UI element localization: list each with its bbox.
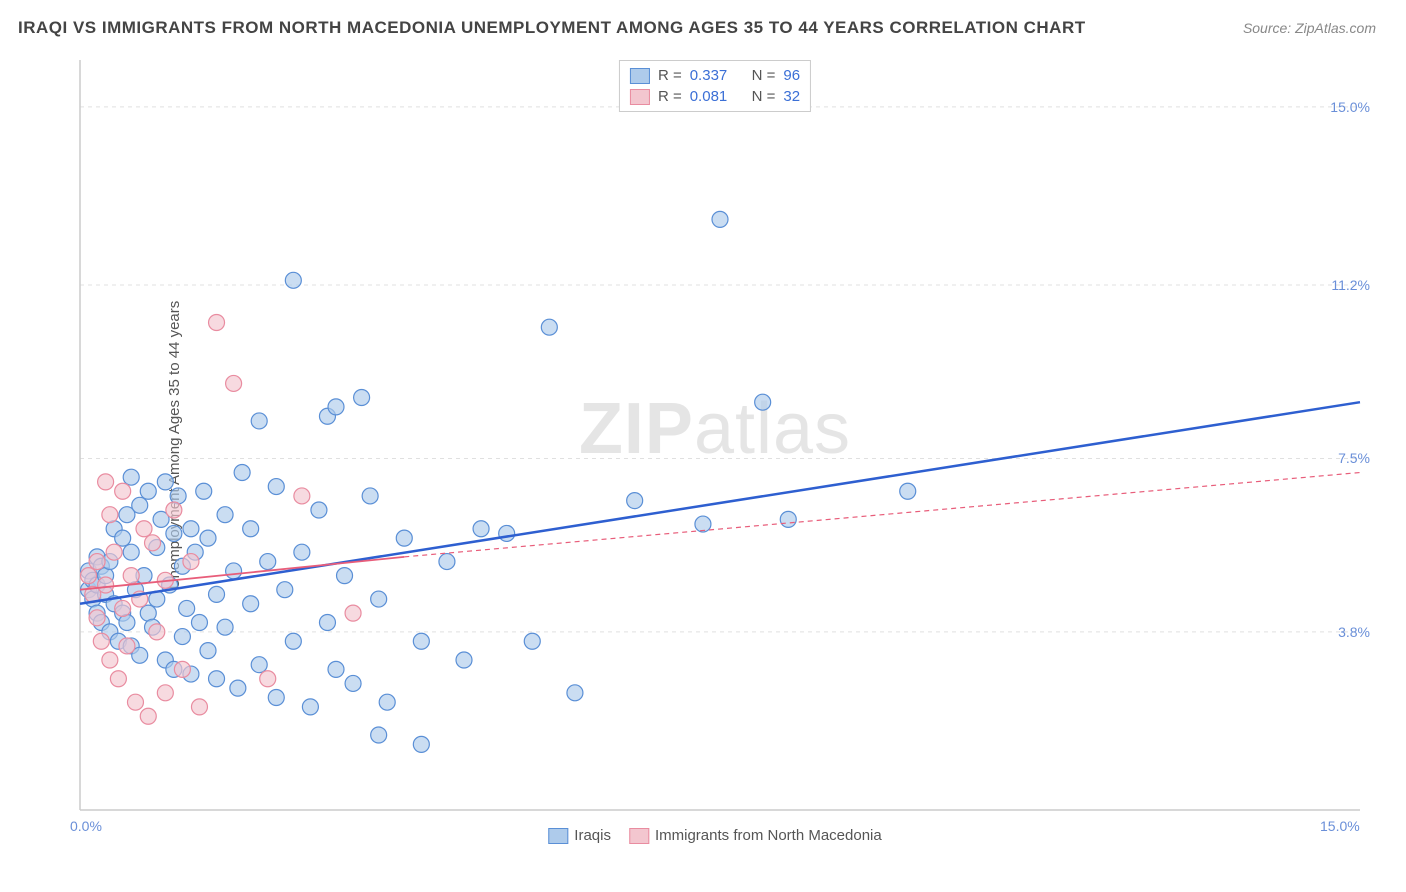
legend-label: Immigrants from North Macedonia bbox=[655, 827, 882, 844]
source-attribution: Source: ZipAtlas.com bbox=[1243, 20, 1376, 36]
r-label: R = bbox=[658, 88, 682, 105]
n-value: 32 bbox=[783, 88, 800, 105]
legend-swatch bbox=[630, 89, 650, 105]
n-label: N = bbox=[752, 88, 776, 105]
r-value: 0.081 bbox=[690, 88, 728, 105]
series-legend: Iraqis Immigrants from North Macedonia bbox=[548, 827, 881, 844]
legend-swatch bbox=[630, 68, 650, 84]
legend-swatch bbox=[629, 828, 649, 844]
correlation-chart: Unemployment Among Ages 35 to 44 years Z… bbox=[50, 50, 1380, 840]
y-tick: 15.0% bbox=[1330, 99, 1370, 115]
x-tick: 0.0% bbox=[70, 818, 102, 834]
legend-label: Iraqis bbox=[574, 827, 611, 844]
n-label: N = bbox=[752, 67, 776, 84]
r-value: 0.337 bbox=[690, 67, 728, 84]
y-tick: 3.8% bbox=[1338, 624, 1370, 640]
plot-area bbox=[50, 50, 1380, 840]
n-value: 96 bbox=[783, 67, 800, 84]
legend-item: Iraqis bbox=[548, 827, 611, 844]
stats-row: R = 0.081 N = 32 bbox=[630, 86, 800, 107]
chart-title: IRAQI VS IMMIGRANTS FROM NORTH MACEDONIA… bbox=[18, 18, 1086, 38]
stats-legend: R = 0.337 N = 96 R = 0.081 N = 32 bbox=[619, 60, 811, 112]
x-tick: 15.0% bbox=[1320, 818, 1360, 834]
legend-swatch bbox=[548, 828, 568, 844]
y-tick: 7.5% bbox=[1338, 450, 1370, 466]
r-label: R = bbox=[658, 67, 682, 84]
y-tick: 11.2% bbox=[1331, 277, 1370, 293]
legend-item: Immigrants from North Macedonia bbox=[629, 827, 882, 844]
stats-row: R = 0.337 N = 96 bbox=[630, 65, 800, 86]
